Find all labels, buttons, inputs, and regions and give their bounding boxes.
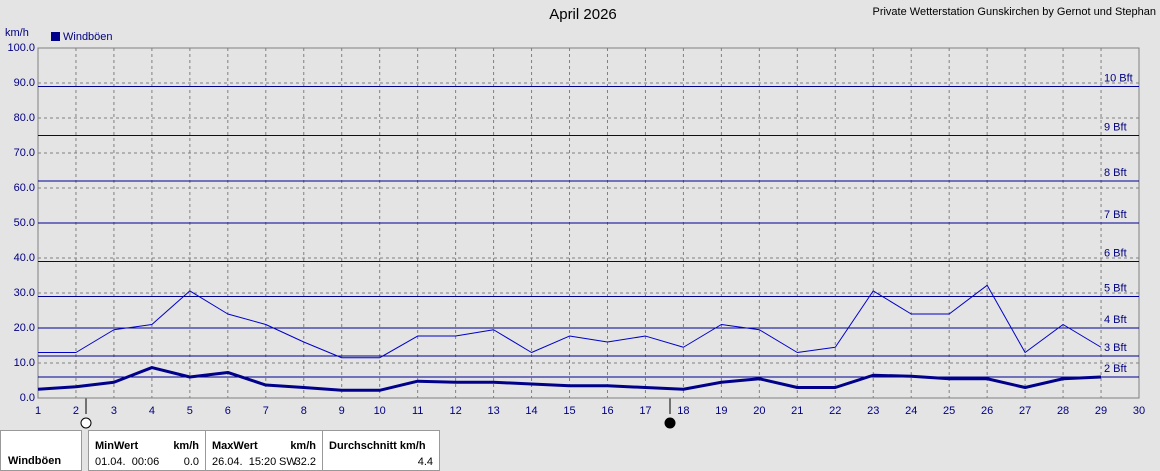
stats-value: 0.0 xyxy=(183,456,199,468)
beaufort-label: 2 Bft xyxy=(1104,363,1127,375)
y-tick-label: 30.0 xyxy=(14,287,35,299)
stats-date: 26.04. 15:20 xyxy=(212,456,277,468)
stats-unit: km/h xyxy=(173,440,199,452)
y-tick-label: 90.0 xyxy=(14,77,35,89)
x-tick-label: 26 xyxy=(981,405,993,417)
y-tick-label: 40.0 xyxy=(14,252,35,264)
x-tick-label: 6 xyxy=(225,405,231,417)
x-tick-label: 8 xyxy=(301,405,307,417)
x-tick-label: 19 xyxy=(715,405,727,417)
y-tick-label: 10.0 xyxy=(14,357,35,369)
beaufort-label: 5 Bft xyxy=(1104,282,1127,294)
stats-max-cell: MaxWert km/h 26.04. 15:20 SW 32.2 xyxy=(205,430,323,471)
y-tick-label: 50.0 xyxy=(14,217,35,229)
beaufort-label: 3 Bft xyxy=(1104,342,1127,354)
stats-header: Durchschnitt km/h xyxy=(329,440,426,452)
x-tick-label: 4 xyxy=(149,405,155,417)
x-tick-label: 15 xyxy=(563,405,575,417)
x-tick-label: 24 xyxy=(905,405,917,417)
x-tick-label: 29 xyxy=(1095,405,1107,417)
y-tick-label: 60.0 xyxy=(14,182,35,194)
legend-swatch xyxy=(51,32,60,41)
x-tick-label: 5 xyxy=(187,405,193,417)
x-tick-label: 2 xyxy=(73,405,79,417)
beaufort-label: 10 Bft xyxy=(1104,72,1133,84)
y-axis-label: km/h xyxy=(5,27,29,39)
stats-date: 01.04. 00:06 xyxy=(95,456,160,468)
stats-avg-cell: Durchschnitt km/h 4.4 xyxy=(322,430,440,471)
full-moon-icon xyxy=(80,417,92,429)
chart-title: April 2026 xyxy=(549,6,617,23)
beaufort-label: 9 Bft xyxy=(1104,121,1127,133)
x-tick-label: 9 xyxy=(339,405,345,417)
x-tick-label: 22 xyxy=(829,405,841,417)
x-tick-label: 10 xyxy=(374,405,386,417)
stats-header: MaxWert xyxy=(212,440,258,452)
stats-value: 4.4 xyxy=(417,456,433,468)
y-tick-label: 70.0 xyxy=(14,147,35,159)
y-tick-label: 0.0 xyxy=(20,392,35,404)
x-tick-label: 20 xyxy=(753,405,765,417)
x-tick-label: 1 xyxy=(35,405,41,417)
data-line xyxy=(37,366,1102,392)
stats-unit: km/h xyxy=(290,440,316,452)
legend-label: Windböen xyxy=(63,31,113,43)
new-moon-icon xyxy=(664,417,676,429)
x-tick-label: 30 xyxy=(1133,405,1145,417)
x-tick-label: 21 xyxy=(791,405,803,417)
beaufort-label: 7 Bft xyxy=(1104,209,1127,221)
stats-row-label-cell: Windböen xyxy=(0,430,82,471)
x-tick-label: 27 xyxy=(1019,405,1031,417)
beaufort-label: 8 Bft xyxy=(1104,167,1127,179)
x-tick-label: 7 xyxy=(263,405,269,417)
x-tick-label: 18 xyxy=(677,405,689,417)
stats-direction: SW xyxy=(279,456,297,468)
chart-subtitle: Private Wetterstation Gunskirchen by Ger… xyxy=(872,6,1156,18)
y-tick-label: 20.0 xyxy=(14,322,35,334)
x-tick-label: 28 xyxy=(1057,405,1069,417)
stats-min-cell: MinWert km/h 01.04. 00:06 0.0 xyxy=(88,430,206,471)
x-tick-label: 17 xyxy=(639,405,651,417)
x-tick-label: 25 xyxy=(943,405,955,417)
stats-row-label: Windböen xyxy=(8,455,62,467)
x-tick-label: 12 xyxy=(449,405,461,417)
stats-value: 32.2 xyxy=(294,456,316,468)
x-tick-label: 14 xyxy=(525,405,537,417)
x-tick-label: 23 xyxy=(867,405,879,417)
x-tick-label: 3 xyxy=(111,405,117,417)
y-tick-label: 80.0 xyxy=(14,112,35,124)
x-tick-label: 11 xyxy=(412,405,423,417)
beaufort-label: 4 Bft xyxy=(1104,314,1127,326)
chart: April 2026 Private Wetterstation Gunskir… xyxy=(5,6,1156,429)
x-tick-label: 13 xyxy=(487,405,499,417)
x-tick-label: 16 xyxy=(601,405,613,417)
data-line xyxy=(38,284,1102,359)
y-tick-label: 100.0 xyxy=(7,42,35,54)
beaufort-label: 6 Bft xyxy=(1104,247,1127,259)
stats-header: MinWert xyxy=(95,440,139,452)
